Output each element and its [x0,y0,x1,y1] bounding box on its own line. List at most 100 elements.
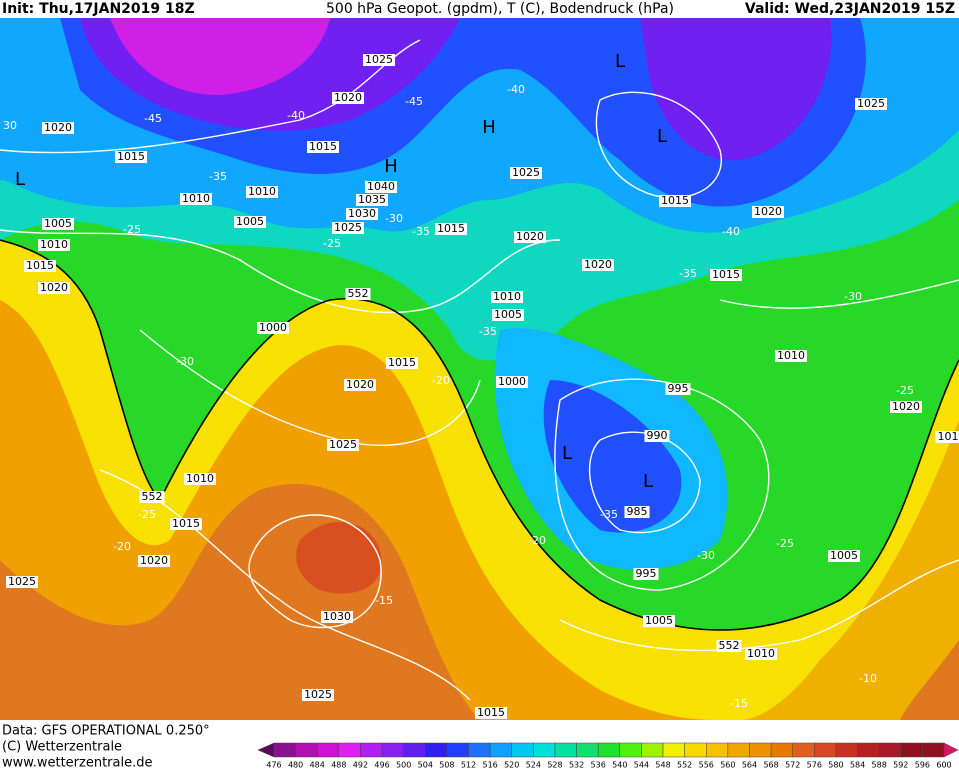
pressure-label-box [890,401,922,413]
pressure-label: 1010 [182,192,210,205]
pressure-label: 1005 [645,614,673,627]
pressure-label-box [356,194,388,206]
colorbar-label: 488 [331,761,346,770]
temperature-label: -45 [405,95,423,108]
pressure-label-box [332,92,364,104]
pressure-label: 1025 [334,221,362,234]
colorbar-segment [727,742,750,758]
colorbar-segment [706,742,729,758]
temperature-label: -15 [730,697,748,710]
colorbar-label: 532 [569,761,584,770]
pressure-label: 995 [668,382,689,395]
colorbar: 476 480 484 488 492 496 500 504 508 512 516 520 524 5… [257,742,959,770]
pressure-label: 1020 [44,121,72,134]
isobar [0,229,561,314]
website: www.wetterzentrale.de [2,756,152,770]
field-trough-core [543,380,682,533]
pressure-label: 1030 [348,207,376,220]
pressure-label: 995 [636,567,657,580]
colorbar-label: 500 [396,761,411,770]
isobar [248,514,382,629]
temperature-label: -20 [528,534,546,547]
colorbar-label: 588 [872,761,887,770]
colorbar-label: 596 [915,761,930,770]
temperature-label: -15 [375,594,393,607]
pressure-label: 1020 [40,281,68,294]
isobar [595,91,722,199]
pressure-label: 1015 [712,268,740,281]
pressure-label-box [170,518,202,530]
temperature-label: -40 [287,109,305,122]
pressure-label-box [38,282,70,294]
pressure-label-box [246,186,278,198]
colorbar-label: 476 [266,761,281,770]
colorbar-segment [316,742,340,758]
pressure-label-box [115,151,147,163]
colorbar-segment [468,742,491,758]
pressure-label: 1005 [44,217,72,230]
pressure-label-box [435,223,467,235]
temperature-label: -35 [479,325,497,338]
pressure-label: 1025 [857,97,885,110]
height-label: 552 [348,287,369,300]
contour-552 [0,239,959,631]
pressure-label: 1000 [498,375,526,388]
colorbar-segment [835,742,858,758]
colorbar-label: 512 [461,761,476,770]
pressure-label: 101 [938,430,959,443]
pressure-label-box [752,206,784,218]
colorbar-label: 548 [655,761,670,770]
pressure-center: H [482,117,496,138]
pressure-label-box [42,218,74,230]
temperature-label: -40 [507,83,525,96]
pressure-label-box [491,291,523,303]
temperature-label: -40 [722,225,740,238]
pressure-label-box [38,239,70,251]
header-bar [0,0,959,18]
temperature-label: -25 [323,237,341,250]
pressure-label: 1020 [892,400,920,413]
pressure-label: 1025 [8,575,36,588]
temperature-label: -30 [176,355,194,368]
colorbar-segment [770,742,793,758]
pressure-label: 1015 [117,150,145,163]
pressure-label-box [346,208,378,220]
colorbar-segment [878,742,902,758]
temperature-label: -20 [432,374,450,387]
colorbar-label: 600 [936,761,951,770]
colorbar-segment [489,742,512,758]
colorbar-segment [814,742,837,758]
colorbar-label: 496 [374,761,389,770]
field-red-core [296,521,382,594]
colorbar-segment [792,742,815,758]
map-title: 500 hPa Geopot. (gpdm), T (C), Bodendruc… [326,1,674,17]
pressure-center: L [615,51,625,72]
pressure-label: 1015 [477,706,505,719]
pressure-label-box [24,260,56,272]
pressure-label-box [710,269,742,281]
colorbar-label: 520 [504,761,519,770]
temperature-label: -30 [844,290,862,303]
pressure-label-box [496,376,528,388]
pressure-label-box [363,54,395,66]
colorbar-segment [511,742,534,758]
height-label-box [716,640,742,652]
pressure-label: 1020 [346,378,374,391]
pressure-label: 1015 [309,140,337,153]
pressure-label: 1035 [358,193,386,206]
colorbar-segment [684,742,707,758]
pressure-label-box [659,195,691,207]
pressure-label-box [665,383,691,395]
height-label: 552 [719,639,740,652]
pressure-label-box [475,707,507,719]
temperature-label: -25 [896,384,914,397]
pressure-label-box [643,615,675,627]
pressure-label-box [42,122,74,134]
pressure-center: L [657,126,667,147]
colorbar-label: 572 [785,761,800,770]
pressure-label: 1040 [367,180,395,193]
temperature-label: -10 [859,672,877,685]
temperature-label: -30 [385,212,403,225]
pressure-label: 1010 [40,238,68,251]
